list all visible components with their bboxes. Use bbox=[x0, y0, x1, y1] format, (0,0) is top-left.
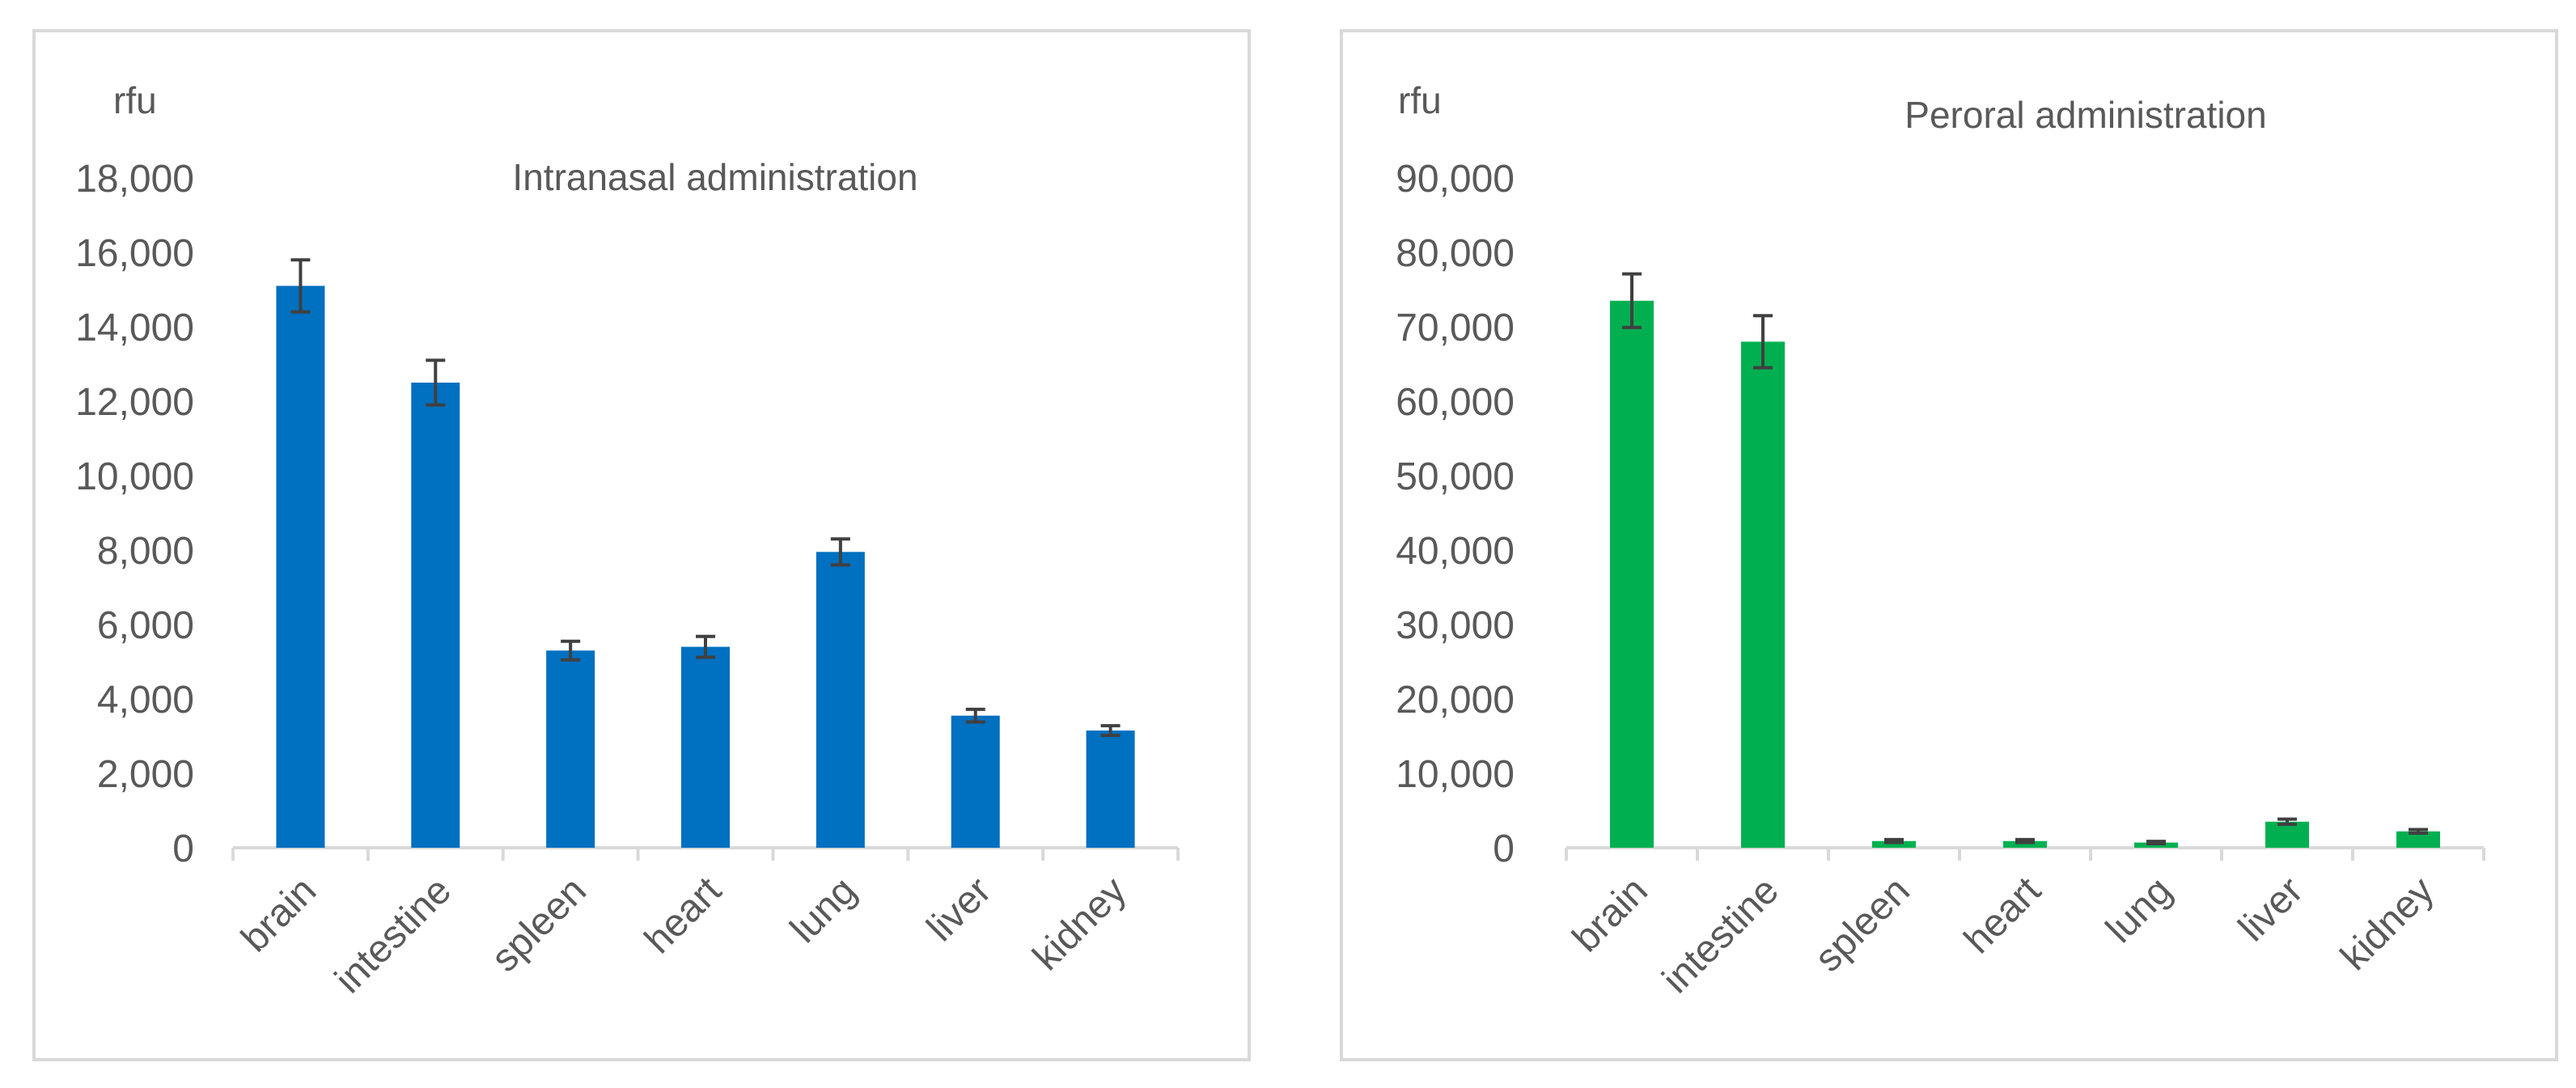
y-tick-label: 20,000 bbox=[1396, 679, 1515, 722]
y-tick-label: 12,000 bbox=[75, 381, 194, 424]
y-tick-label: 16,000 bbox=[75, 232, 194, 275]
y-tick-label: 14,000 bbox=[75, 307, 194, 349]
chart-title: Intranasal administration bbox=[512, 156, 917, 198]
y-tick-label: 6,000 bbox=[97, 604, 194, 647]
peroral-bar-chart: Peroral administration rfu 0 10,000 20,000 30… bbox=[1396, 79, 2485, 1001]
y-tick-label: 0 bbox=[172, 828, 194, 870]
y-tick-label: 10,000 bbox=[1396, 753, 1515, 796]
bar-intestine bbox=[411, 383, 460, 848]
y-axis-label: rfu bbox=[1398, 79, 1442, 121]
bar-spleen bbox=[1872, 840, 1916, 848]
bar-brain bbox=[276, 286, 325, 848]
y-tick-label: 80,000 bbox=[1396, 232, 1515, 275]
y-tick-label: 18,000 bbox=[75, 158, 194, 201]
y-axis-label: rfu bbox=[113, 79, 157, 121]
x-tick-label-liver: liver bbox=[919, 869, 1000, 950]
bar-liver bbox=[2265, 821, 2309, 848]
y-tick-label: 40,000 bbox=[1396, 530, 1515, 573]
y-tick-label: 50,000 bbox=[1396, 455, 1515, 498]
x-tick-label-heart: heart bbox=[637, 869, 730, 962]
chart-title: Peroral administration bbox=[1904, 94, 2266, 136]
x-tick-label-intestine: intestine bbox=[327, 869, 460, 1001]
y-tick-label: 2,000 bbox=[97, 753, 194, 796]
y-tick-label: 70,000 bbox=[1396, 307, 1515, 349]
y-tick-label: 10,000 bbox=[75, 455, 194, 498]
bar-intestine bbox=[1741, 341, 1785, 848]
x-tick-label-intestine: intestine bbox=[1654, 869, 1787, 1001]
x-tick-label-brain: brain bbox=[1565, 869, 1656, 960]
y-tick-label: 90,000 bbox=[1396, 158, 1515, 201]
x-tick-label-spleen: spleen bbox=[483, 869, 594, 980]
bar-liver bbox=[951, 715, 1000, 848]
y-tick-label: 30,000 bbox=[1396, 604, 1515, 647]
bar-spleen bbox=[546, 650, 595, 848]
bar-kidney bbox=[1086, 730, 1135, 848]
intranasal-bar-chart: Intranasal administration rfu 0 2,000 4,000 6… bbox=[75, 79, 1180, 1001]
x-tick-label-liver: liver bbox=[2231, 869, 2311, 950]
x-tick-label-lung: lung bbox=[2098, 869, 2180, 951]
y-tick-label: 4,000 bbox=[97, 679, 194, 722]
y-tick-label: 0 bbox=[1493, 828, 1515, 870]
bar-heart bbox=[2003, 840, 2047, 848]
x-tick-label-spleen: spleen bbox=[1807, 869, 1917, 980]
x-tick-label-heart: heart bbox=[1956, 869, 2049, 962]
bar-brain bbox=[1610, 300, 1654, 848]
intranasal-chart-panel: Intranasal administration rfu 0 2,000 4,000 6… bbox=[32, 29, 1251, 1061]
y-tick-label: 60,000 bbox=[1396, 381, 1515, 424]
peroral-chart-panel: Peroral administration rfu 0 10,000 20,000 30… bbox=[1340, 29, 2558, 1061]
x-tick-label-kidney: kidney bbox=[1025, 869, 1135, 979]
bar-lung bbox=[816, 552, 865, 848]
bar-heart bbox=[681, 646, 730, 848]
x-tick-label-kidney: kidney bbox=[2332, 869, 2443, 979]
bar-kidney bbox=[2396, 831, 2440, 848]
y-tick-label: 8,000 bbox=[97, 530, 194, 573]
x-tick-label-brain: brain bbox=[233, 869, 324, 960]
x-tick-label-lung: lung bbox=[782, 869, 865, 951]
